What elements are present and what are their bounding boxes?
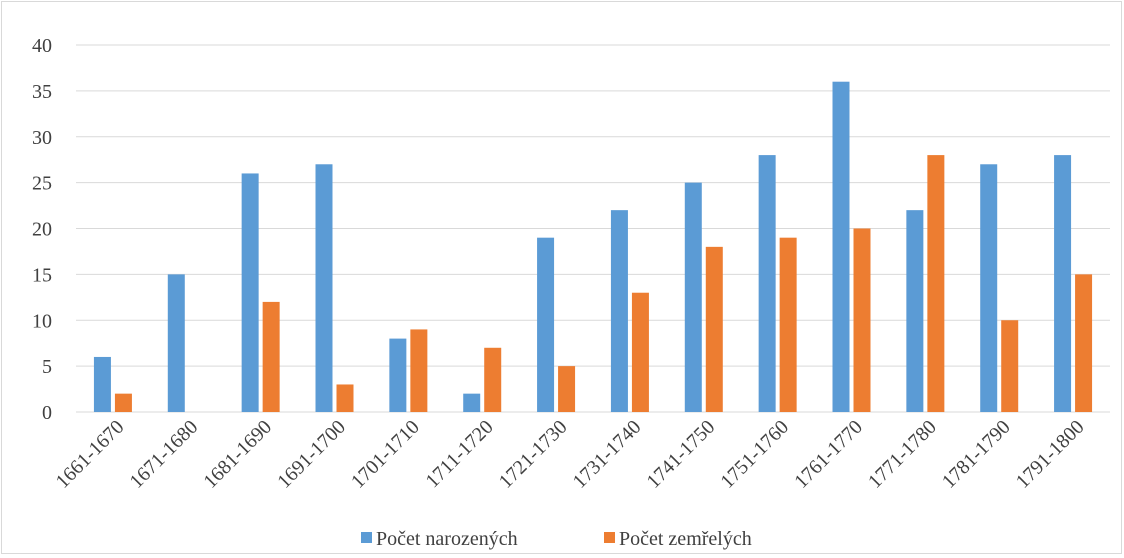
x-tick-label: 1661-1670 [52, 416, 129, 493]
x-axis-ticks: 1661-16701671-16801681-16901691-17001701… [52, 416, 1089, 493]
x-tick-label: 1731-1740 [569, 416, 646, 493]
y-tick-label: 15 [32, 264, 52, 286]
gridlines [76, 44, 1110, 413]
bar-zemrelych [631, 292, 649, 412]
legend-swatch [361, 532, 372, 543]
x-tick-label: 1791-1800 [1012, 416, 1089, 493]
bar-zemrelych [114, 393, 132, 412]
bar-zemrelych [779, 237, 797, 412]
bar-narozenych [537, 237, 555, 412]
bar-zemrelych [927, 155, 945, 412]
bar-narozenych [93, 356, 111, 412]
x-tick-label: 1781-1790 [938, 416, 1015, 493]
bar-narozenych [389, 338, 407, 412]
bar-narozenych [1054, 155, 1072, 412]
bar-narozenych [684, 182, 702, 412]
bar-narozenych [832, 81, 850, 412]
legend-swatch [604, 532, 615, 543]
legend: Počet narozených Počet zemřelých [361, 528, 752, 550]
x-tick-label: 1691-1700 [273, 416, 350, 493]
x-tick-label: 1721-1730 [495, 416, 572, 493]
y-tick-label: 35 [32, 81, 52, 103]
bar-narozenych [241, 173, 259, 412]
bar-narozenych [758, 155, 776, 412]
y-tick-label: 10 [32, 310, 52, 332]
x-tick-label: 1711-1720 [421, 416, 497, 492]
bar-zemrelych [1075, 274, 1093, 412]
bar-zemrelych [705, 246, 723, 412]
y-tick-label: 30 [32, 127, 52, 149]
bar-zemrelych [1001, 320, 1019, 412]
legend-label: Počet narozených [376, 528, 518, 550]
bar-narozenych [315, 164, 333, 412]
y-tick-label: 25 [32, 173, 52, 195]
bar-zemrelych [262, 301, 280, 412]
x-tick-label: 1681-1690 [199, 416, 276, 493]
bar-narozenych [610, 210, 628, 412]
x-tick-label: 1771-1780 [864, 416, 941, 493]
x-tick-label: 1741-1750 [642, 416, 719, 493]
bar-zemrelych [410, 329, 428, 412]
x-tick-label: 1671-1680 [125, 416, 202, 493]
x-tick-label: 1751-1760 [716, 416, 793, 493]
x-tick-label: 1761-1770 [790, 416, 867, 493]
y-tick-label: 5 [42, 356, 52, 378]
bar-zemrelych [336, 384, 354, 412]
bar-zemrelych [853, 228, 871, 412]
bar-narozenych [463, 393, 481, 412]
y-tick-label: 40 [32, 35, 52, 57]
y-axis-ticks: 0 5 10 15 20 25 30 35 40 [32, 35, 52, 424]
legend-label: Počet zemřelých [619, 528, 752, 550]
x-tick-label: 1701-1710 [347, 416, 424, 493]
bar-zemrelych [558, 366, 576, 412]
bar-narozenych [906, 210, 924, 412]
y-tick-label: 20 [32, 219, 52, 241]
y-tick-label: 0 [42, 402, 52, 424]
bar-narozenych [167, 274, 185, 412]
bar-zemrelych [484, 347, 502, 412]
bar-narozenych [980, 164, 998, 412]
bars [93, 81, 1093, 412]
